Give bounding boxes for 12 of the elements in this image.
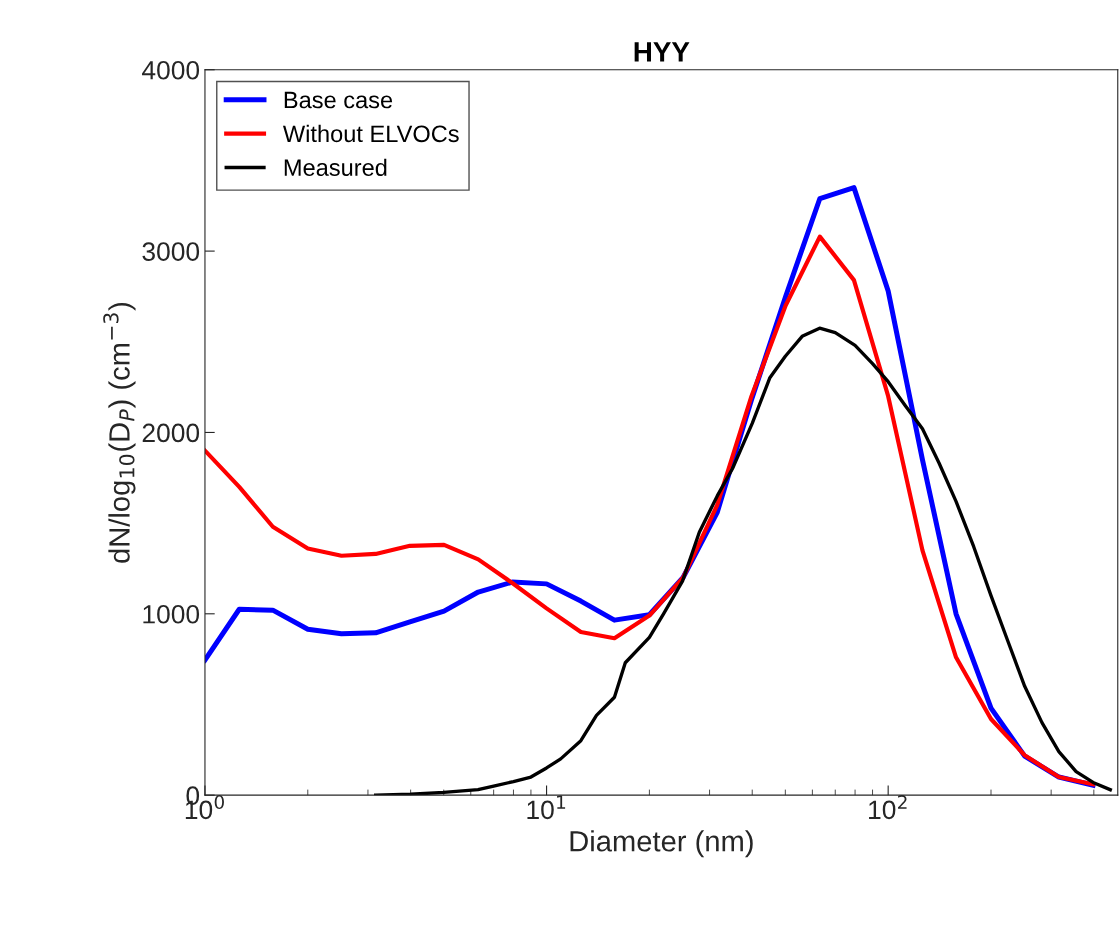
x-tick-label: 10$^{2}$ — [869, 795, 907, 820]
y-tick-label: 1000 — [143, 604, 200, 624]
x-tick-label: 10$^{1}$ — [527, 795, 566, 820]
y-tick-label: 3000 — [142, 242, 200, 261]
y-tick-label: 2000 — [142, 423, 200, 443]
chart-title: HYY — [634, 42, 690, 62]
legend-label: Measured — [284, 158, 387, 176]
x-axis-title: Diameter (nm) — [570, 830, 753, 858]
legend-label: Base case — [284, 91, 393, 109]
legend-label: Without ELVOCs — [282, 124, 459, 143]
y-axis-title: dN/log$_{10}$(D$_{P}$) (cm$^{−3}$) — [103, 302, 136, 563]
y-tick-label: 4000 — [142, 60, 200, 80]
